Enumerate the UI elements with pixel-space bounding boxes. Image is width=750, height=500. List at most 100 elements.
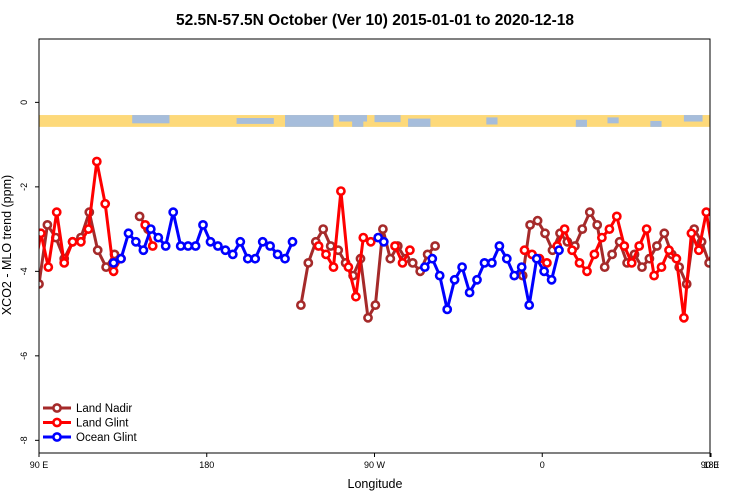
map-ocean-patch [339,115,368,122]
map-ocean-patch [575,119,587,127]
data-point [472,274,482,285]
x-tick-label: 90 E [30,460,49,470]
data-point [735,209,742,216]
data-point [220,245,231,256]
data-point [227,249,238,260]
x-tick-label: 90 W [364,460,386,470]
data-point [501,253,512,264]
data-point [116,253,126,264]
data-point [92,245,103,256]
data-point [377,224,388,234]
data-point [280,253,290,264]
data-point [743,247,750,254]
data-point [370,300,381,310]
series-layer [30,156,750,323]
data-point [160,241,171,251]
data-point [67,236,78,247]
data-point [720,238,727,245]
data-point [43,262,54,272]
data-point [701,207,710,218]
data-point [686,228,697,239]
data-point [101,262,111,272]
data-point [604,224,615,234]
data-point [708,255,710,262]
data-point [713,238,720,245]
data-point [718,238,725,245]
data-point [509,270,520,281]
data-point [235,236,246,247]
map-ocean-patch [683,115,703,122]
map-ocean-patch [285,115,334,127]
data-point [108,257,119,268]
data-point [554,245,564,256]
data-point [597,232,607,243]
legend: Land Nadir Land Glint Ocean Glint [43,403,138,444]
y-tick-label: -8 [19,436,29,444]
data-point [546,274,557,285]
data-point [531,253,542,264]
data-point [442,304,453,315]
data-point [524,300,535,310]
data-point [464,287,475,298]
map-ocean-patch [486,117,498,125]
legend-marker [52,432,62,442]
data-point [611,211,622,222]
data-point [343,262,354,272]
map-ocean-patch [408,118,431,127]
data-point [397,257,408,268]
data-point [108,266,119,277]
data-point [634,241,645,251]
data-point [740,158,747,165]
data-point [59,257,70,268]
data-point [589,249,600,260]
data-point [637,262,647,272]
data-point [385,253,396,264]
data-point [559,224,570,234]
data-point [652,241,662,251]
data-point [287,236,298,247]
data-point [641,224,652,234]
map-band [39,115,710,127]
data-point [574,257,585,268]
x-tick-label: 180 [703,460,718,470]
data-point [419,262,430,272]
series-line [39,160,123,273]
data-point [30,272,37,279]
y-tick-label: -2 [19,183,29,191]
chart-title: 52.5N-57.5N October (Ver 10) 2015-01-01 … [176,12,574,29]
data-point [363,312,373,323]
data-point [145,224,156,234]
data-point [272,249,283,260]
data-point [679,312,689,323]
data-point [494,241,505,251]
data-point [519,245,530,256]
map-ocean-patch [607,117,619,124]
data-point [728,230,735,237]
map-ocean-patch [374,115,401,123]
map-ocean-patch [132,115,170,124]
data-point [153,232,164,243]
data-point [449,274,460,285]
legend-marker [52,417,62,428]
data-point [567,245,577,256]
data-point [427,253,438,264]
data-point [607,249,617,260]
data-point [205,236,216,247]
data-point [303,257,314,268]
data-point [516,262,527,272]
map-ocean-patch [650,120,662,127]
legend-marker [52,403,62,413]
data-point [134,211,145,222]
data-point [486,257,497,268]
data-point [212,241,223,251]
data-point [540,228,550,239]
series-land-glint [30,156,747,323]
legend-label: Land Glint [76,418,129,430]
data-point [725,238,732,245]
y-axis: 0 -2 -4 -6 -8 [19,100,39,444]
data-point [295,300,306,310]
data-point [325,241,336,251]
data-point [123,228,134,239]
